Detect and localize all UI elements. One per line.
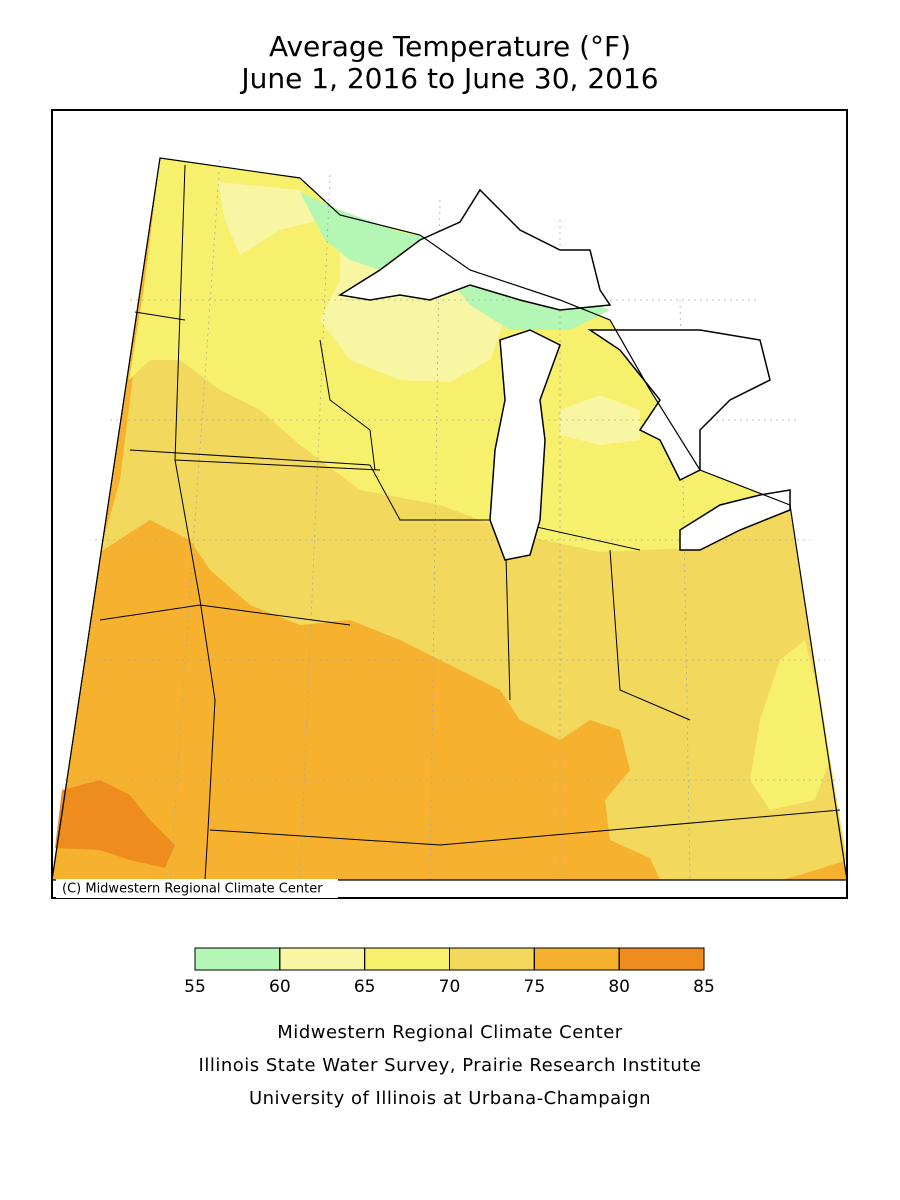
legend-swatch	[618, 947, 705, 971]
lake-erie	[679, 489, 791, 551]
legend-tick-label: 80	[608, 977, 630, 997]
band-60-65-mi	[560, 395, 640, 445]
credit: Midwestern Regional Climate Center	[277, 1022, 623, 1043]
legend-swatch	[194, 947, 281, 971]
legend-tick-label: 70	[439, 977, 461, 997]
copyright-box	[56, 879, 338, 898]
credit: University of Illinois at Urbana-Champai…	[249, 1088, 651, 1109]
legend-tick-label: 85	[693, 977, 715, 997]
copyright: (C) Midwestern Regional Climate Center	[62, 882, 323, 897]
map-frame	[51, 109, 848, 899]
band-80-85	[55, 780, 175, 868]
legend-tick-label: 65	[354, 977, 376, 997]
legend-swatch	[279, 947, 366, 971]
subtitle: June 1, 2016 to June 30, 2016	[239, 62, 658, 95]
legend-swatch	[364, 947, 450, 971]
lake-michigan	[489, 329, 561, 561]
credit: Illinois State Water Survey, Prairie Res…	[199, 1055, 702, 1076]
legend-tick-label: 60	[269, 977, 291, 997]
lake-huron	[587, 329, 771, 482]
band-65-70-east	[750, 640, 830, 810]
legend-tick-label: 55	[184, 977, 206, 997]
legend-swatch	[533, 947, 620, 971]
graticule	[65, 159, 840, 881]
map: (C) Midwestern Regional Climate Center	[51, 109, 848, 899]
legend: 55 60 65 70 75 80 85	[184, 947, 715, 997]
title: Average Temperature (°F)	[269, 30, 631, 63]
legend-swatch	[449, 947, 535, 971]
lake-superior	[337, 188, 612, 311]
legend-tick-label: 75	[524, 977, 546, 997]
